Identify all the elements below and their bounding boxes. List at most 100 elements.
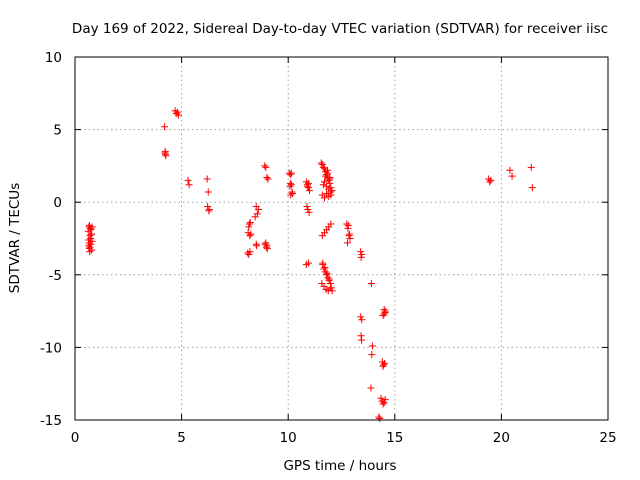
data-point [323, 171, 331, 179]
data-point [251, 213, 259, 221]
x-tick-label: 25 [599, 430, 616, 446]
data-point [358, 336, 366, 344]
data-point [319, 163, 327, 171]
data-point [327, 220, 335, 228]
data-point [357, 253, 365, 261]
data-point [262, 163, 270, 171]
x-tick-label: 5 [177, 430, 186, 446]
y-tick-label: 5 [53, 123, 62, 139]
data-point [287, 181, 295, 189]
x-tick-label: 10 [280, 430, 297, 446]
data-point [306, 187, 314, 195]
data-point [376, 415, 384, 423]
data-point [326, 280, 334, 288]
data-point [358, 316, 366, 324]
data-point [185, 181, 193, 189]
data-point [246, 232, 254, 240]
x-tick-label: 0 [71, 430, 80, 446]
data-point [261, 240, 269, 248]
data-point [203, 175, 211, 183]
data-points [84, 107, 536, 423]
data-point [380, 399, 388, 407]
data-point [305, 208, 313, 216]
data-point [320, 165, 328, 173]
data-point [246, 248, 254, 256]
data-point [245, 220, 253, 228]
data-point [324, 169, 332, 177]
y-tick-label: -10 [40, 340, 62, 356]
data-point [263, 242, 271, 250]
data-point [304, 205, 312, 213]
data-point [320, 265, 328, 273]
data-point [162, 152, 170, 160]
data-point [304, 179, 312, 187]
data-point [318, 160, 326, 168]
data-point [357, 313, 365, 321]
data-point [327, 284, 335, 292]
data-point [254, 205, 262, 213]
data-point [286, 179, 294, 187]
data-point [528, 184, 536, 192]
data-point [303, 203, 311, 211]
data-point [261, 162, 269, 170]
data-point [328, 287, 336, 295]
y-tick-label: -5 [49, 268, 62, 284]
data-point [358, 250, 366, 258]
data-point [379, 311, 387, 319]
data-point [527, 163, 535, 171]
data-point [380, 310, 388, 318]
x-tick-label: 15 [386, 430, 403, 446]
chart-title: Day 169 of 2022, Sidereal Day-to-day VTE… [72, 21, 608, 37]
data-point [328, 187, 336, 195]
data-point [304, 259, 312, 267]
data-point [87, 235, 95, 242]
data-point [85, 242, 93, 250]
data-point [174, 111, 182, 119]
data-point [88, 223, 96, 231]
data-point [263, 174, 271, 182]
y-tick-label: -15 [40, 413, 62, 429]
data-point [380, 361, 388, 369]
data-point [368, 351, 376, 359]
data-point [161, 147, 169, 155]
data-point [326, 174, 334, 182]
data-point [245, 250, 253, 258]
data-point [320, 178, 328, 186]
data-point [343, 220, 351, 228]
data-point [161, 123, 169, 131]
data-point [381, 307, 389, 315]
data-point [343, 239, 351, 247]
data-point [346, 230, 354, 238]
data-point [244, 229, 252, 237]
data-point [345, 232, 353, 240]
data-point [287, 169, 295, 177]
y-axis-tick-labels: 10 5 0 -5 -10 -15 [40, 50, 62, 429]
grid-lines [75, 57, 608, 420]
y-axis-label: SDTVAR / TECUs [7, 183, 23, 293]
x-tick-label: 20 [493, 430, 510, 446]
data-point [506, 166, 514, 174]
data-point [252, 240, 260, 248]
data-point [173, 108, 181, 116]
plot-frame [74, 56, 609, 421]
data-point [85, 245, 93, 253]
data-point [319, 181, 327, 189]
data-point [375, 413, 383, 421]
data-point [204, 203, 212, 211]
data-point [303, 182, 311, 190]
data-point [486, 178, 494, 186]
data-point [246, 219, 254, 227]
data-point [245, 223, 253, 231]
data-point [377, 394, 385, 402]
data-point [325, 176, 333, 184]
data-point [264, 175, 272, 183]
y-tick-label: 10 [45, 50, 62, 66]
data-point [323, 271, 331, 279]
data-point [204, 188, 212, 196]
data-point [381, 396, 389, 404]
data-point [381, 359, 389, 367]
data-point [379, 362, 387, 370]
y-tick-label: 0 [53, 195, 62, 211]
data-point [184, 176, 192, 184]
